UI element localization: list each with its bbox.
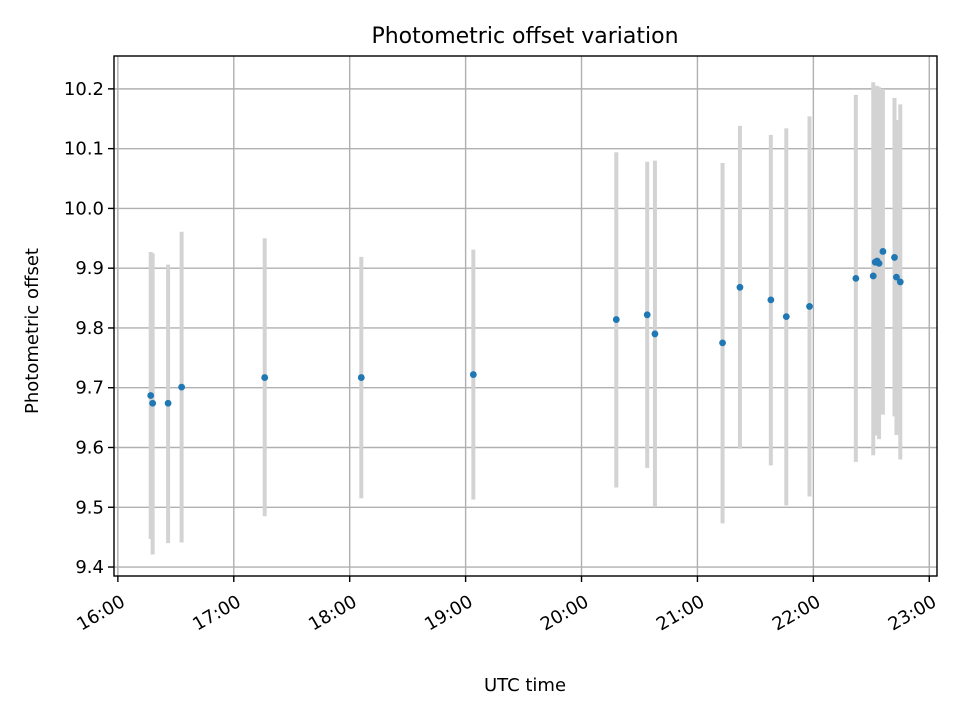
y-tick-label: 10.1 <box>64 139 104 160</box>
y-tick-label: 9.7 <box>75 378 104 399</box>
x-tick-label: 16:00 <box>73 591 128 635</box>
chart-title: Photometric offset variation <box>371 24 678 49</box>
data-point <box>893 273 900 281</box>
data-point <box>736 283 744 291</box>
y-tick-label: 9.9 <box>75 258 104 279</box>
x-tick-label: 21:00 <box>653 591 708 635</box>
data-point <box>164 399 172 407</box>
data-point <box>469 371 477 378</box>
x-tick-label: 23:00 <box>885 591 940 635</box>
data-point <box>875 260 883 267</box>
y-tick-label: 10.2 <box>64 79 104 100</box>
data-points <box>147 248 904 407</box>
data-point <box>852 274 860 282</box>
data-point <box>891 254 898 261</box>
y-axis-label: Photometric offset <box>22 248 43 414</box>
y-tick-label: 9.8 <box>75 318 104 339</box>
data-point <box>806 303 813 310</box>
x-tick-label: 19:00 <box>421 591 476 635</box>
data-point <box>869 272 877 280</box>
x-tick-label: 20:00 <box>537 591 592 635</box>
grid <box>114 56 937 576</box>
y-axis-ticks: 9.4 9.5 9.6 9.7 9.8 9.9 10.0 10.1 10.2 <box>64 79 114 578</box>
y-tick-label: 9.4 <box>75 557 104 578</box>
data-point <box>261 374 269 381</box>
data-point <box>719 339 726 347</box>
y-tick-label: 9.5 <box>75 497 104 518</box>
plot-frame <box>113 55 938 577</box>
x-tick-label: 18:00 <box>305 591 360 635</box>
x-tick-label: 17:00 <box>189 591 244 635</box>
y-tick-label: 9.6 <box>75 437 104 458</box>
y-tick-label: 10.0 <box>64 198 104 219</box>
data-point <box>357 374 365 381</box>
data-point <box>782 313 790 320</box>
data-point <box>612 316 620 323</box>
x-axis-label: UTC time <box>484 675 566 696</box>
data-point <box>651 330 659 338</box>
data-point <box>643 311 651 319</box>
data-point <box>147 392 155 399</box>
data-point <box>149 399 157 407</box>
data-point <box>767 296 775 304</box>
x-axis-ticks: 16:00 17:00 18:00 19:00 20:00 21:00 22:00 23:00 <box>73 576 940 635</box>
x-tick-label: 22:00 <box>769 591 824 635</box>
data-point <box>178 383 186 391</box>
data-point <box>879 248 887 255</box>
data-point <box>896 278 904 286</box>
